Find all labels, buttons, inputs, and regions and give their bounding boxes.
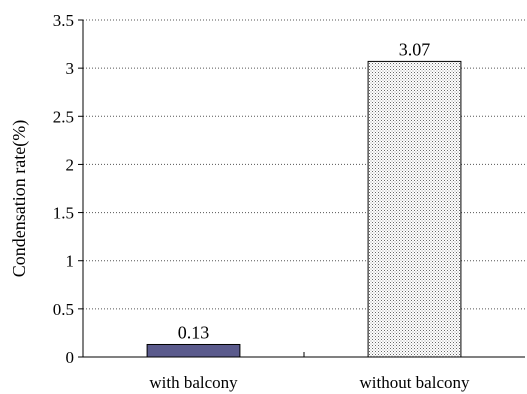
y-tick-label: 2 bbox=[66, 155, 75, 174]
x-category-label: without balcony bbox=[359, 373, 470, 392]
y-tick-label: 1 bbox=[66, 252, 75, 271]
y-axis-label: Condensation rate(%) bbox=[9, 120, 30, 277]
x-axis-labels: with balcony without balcony bbox=[149, 373, 470, 392]
data-label: 0.13 bbox=[178, 322, 210, 342]
y-tick-label: 2.5 bbox=[53, 107, 74, 126]
bars: 0.13 3.07 bbox=[146, 39, 462, 358]
y-tick-label: 3.5 bbox=[53, 11, 74, 30]
data-label: 3.07 bbox=[399, 39, 431, 59]
bar-with-balcony bbox=[146, 343, 241, 358]
y-tick-label: 1.5 bbox=[53, 204, 74, 223]
y-axis-ticks: 0 0.5 1 1.5 2 2.5 3 3.5 bbox=[53, 11, 83, 367]
y-tick-label: 3 bbox=[66, 59, 75, 78]
y-tick-label: 0 bbox=[66, 348, 75, 367]
x-category-label: with balcony bbox=[149, 373, 238, 392]
bar-without-balcony bbox=[367, 60, 462, 358]
y-tick-label: 0.5 bbox=[53, 300, 74, 319]
